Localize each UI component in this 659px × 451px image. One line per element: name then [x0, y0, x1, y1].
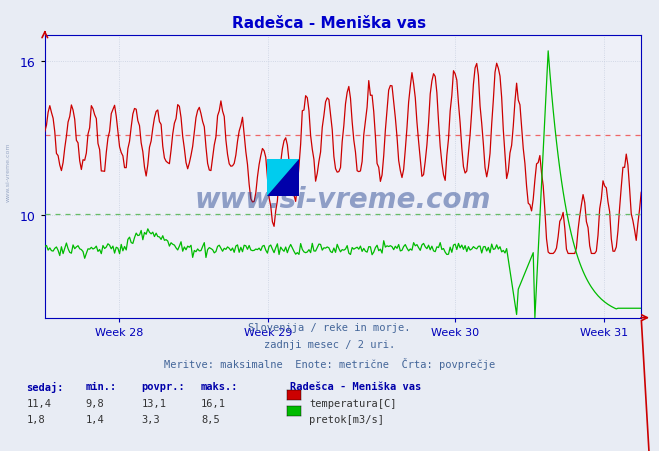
Text: Meritve: maksimalne  Enote: metrične  Črta: povprečje: Meritve: maksimalne Enote: metrične Črta… — [164, 357, 495, 369]
Text: pretok[m3/s]: pretok[m3/s] — [309, 414, 384, 424]
Text: 3,3: 3,3 — [142, 414, 160, 424]
Polygon shape — [267, 160, 299, 196]
Text: 1,4: 1,4 — [86, 414, 104, 424]
Polygon shape — [267, 160, 299, 196]
Text: Slovenija / reke in morje.: Slovenija / reke in morje. — [248, 322, 411, 332]
Text: povpr.:: povpr.: — [142, 381, 185, 391]
Text: Radešca - Meniška vas: Radešca - Meniška vas — [290, 381, 421, 391]
Text: min.:: min.: — [86, 381, 117, 391]
Text: maks.:: maks.: — [201, 381, 239, 391]
Text: sedaj:: sedaj: — [26, 381, 64, 392]
Text: www.si-vreme.com: www.si-vreme.com — [5, 142, 11, 201]
Text: 11,4: 11,4 — [26, 398, 51, 408]
Polygon shape — [267, 160, 299, 196]
Text: 9,8: 9,8 — [86, 398, 104, 408]
Text: temperatura[C]: temperatura[C] — [309, 398, 397, 408]
Text: zadnji mesec / 2 uri.: zadnji mesec / 2 uri. — [264, 340, 395, 350]
Text: www.si-vreme.com: www.si-vreme.com — [195, 186, 491, 213]
Text: 8,5: 8,5 — [201, 414, 219, 424]
Text: 13,1: 13,1 — [142, 398, 167, 408]
Text: 1,8: 1,8 — [26, 414, 45, 424]
Text: Radešca - Meniška vas: Radešca - Meniška vas — [233, 16, 426, 31]
Text: 16,1: 16,1 — [201, 398, 226, 408]
